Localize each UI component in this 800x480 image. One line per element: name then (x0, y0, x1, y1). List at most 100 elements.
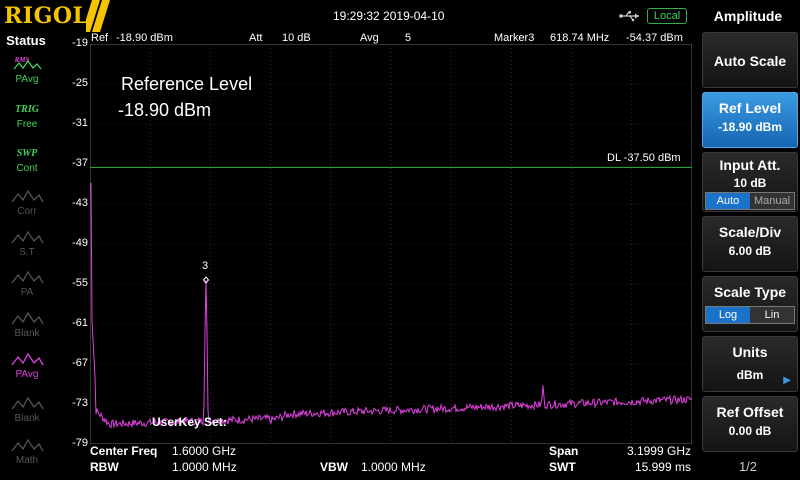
scale-type-button[interactable]: Scale Type Log Lin (702, 276, 798, 332)
blank-icon (11, 311, 44, 325)
status-item-blank: Blank (6, 309, 48, 349)
pavg-trace-icon (11, 352, 44, 366)
scale-div-button[interactable]: Scale/Div 6.00 dB (702, 216, 798, 272)
units-label: Units (732, 344, 768, 360)
input-att-button[interactable]: Input Att. 10 dB Auto Manual (702, 152, 798, 212)
menu-page-indicator[interactable]: 1/2 (738, 459, 758, 474)
auto-scale-button[interactable]: Auto Scale (702, 32, 798, 88)
vbw-value[interactable]: 1.0000 MHz (361, 460, 426, 474)
rbw-label: RBW (90, 460, 119, 474)
marker-label: Marker3 (494, 32, 535, 44)
dl-label-text: DL (607, 152, 621, 164)
y-axis-label: -49 (72, 237, 88, 249)
y-axis-label: -37 (72, 157, 88, 169)
status-item-label: S.T (19, 247, 35, 258)
dl-value-text: -37.50 dBm (623, 152, 681, 164)
status-item-label: Free (16, 119, 38, 130)
graticule-lines (90, 44, 692, 444)
spectrum-display[interactable] (90, 44, 692, 444)
status-item-st: S.T (6, 228, 48, 268)
trig-icon: TRIG (15, 104, 40, 115)
avg-label: Avg (360, 32, 379, 44)
marker-3[interactable] (202, 276, 210, 284)
rigol-logo: RIGOL (4, 3, 89, 29)
status-item-pavg: PAvg (6, 350, 48, 390)
spectrum-trace (90, 182, 692, 429)
ref-offset-button[interactable]: Ref Offset 0.00 dB (702, 396, 798, 452)
att-label: Att (249, 32, 263, 44)
status-item-label: Blank (14, 413, 40, 424)
status-item-pa: PA (6, 268, 48, 308)
scale-div-value: 6.00 dB (728, 244, 772, 258)
status-item-label: Blank (14, 328, 40, 339)
blank-icon (11, 396, 44, 410)
status-item-pavg: RMS PAvg (6, 55, 48, 95)
marker-level: -54.37 dBm (626, 32, 683, 44)
pa-icon (11, 270, 44, 284)
y-axis-label: -67 (72, 357, 88, 369)
st-icon (11, 230, 44, 244)
status-item-corr: Corr (6, 187, 48, 227)
local-badge: Local (647, 8, 687, 24)
swt-label: SWT (549, 460, 576, 474)
status-title: Status (6, 33, 46, 48)
status-item-label: PAvg (15, 369, 39, 380)
vbw-label: VBW (320, 460, 348, 474)
svg-text:TRIG: TRIG (15, 104, 40, 115)
ref-label: Ref (91, 32, 109, 44)
span-value[interactable]: 3.1999 GHz (626, 444, 691, 458)
scale-div-label: Scale/Div (718, 224, 782, 240)
input-att-toggle[interactable]: Auto Manual (705, 192, 795, 210)
att-value: 10 dB (282, 32, 311, 44)
y-axis-label: -61 (72, 317, 88, 329)
units-value: dBm (736, 368, 764, 382)
datetime: 19:29:32 2019-04-10 (333, 9, 445, 23)
status-item-label: Math (15, 455, 39, 466)
footer: Center Freq 1.6000 GHz RBW 1.0000 MHz VB… (90, 444, 692, 480)
ref-value: -18.90 dBm (116, 32, 173, 44)
status-panel (0, 32, 52, 480)
scale-type-log[interactable]: Log (706, 307, 750, 323)
scale-type-lin[interactable]: Lin (750, 307, 794, 323)
measurement-header: Ref -18.90 dBm Att 10 dB Avg 5 Marker3 6… (90, 32, 692, 45)
status-item-label: Cont (16, 163, 38, 174)
scale-type-toggle[interactable]: Log Lin (705, 306, 795, 324)
status-item-label: PA (20, 287, 34, 298)
y-axis-label: -79 (72, 437, 88, 449)
units-button[interactable]: Units dBm ▶ (702, 336, 798, 392)
scale-type-label: Scale Type (713, 284, 787, 300)
y-axis-label: -25 (72, 77, 88, 89)
input-att-auto[interactable]: Auto (706, 193, 750, 209)
y-axis-label: -19 (72, 37, 88, 49)
swp-icon: SWP (17, 148, 38, 159)
menu-title: Amplitude (713, 8, 783, 24)
status-item-blank: Blank (6, 394, 48, 434)
input-att-manual[interactable]: Manual (750, 193, 794, 209)
avg-value: 5 (405, 32, 412, 44)
span-label: Span (549, 444, 579, 458)
status-item-label: PAvg (15, 74, 39, 85)
input-att-value: 10 dB (733, 176, 767, 190)
math-icon (11, 438, 44, 452)
status-item-cont: SWP Cont (6, 144, 48, 184)
status-item-label: Corr (17, 206, 37, 217)
y-axis-label: -55 (72, 277, 88, 289)
center-freq-label: Center Freq (90, 444, 158, 458)
center-freq-value[interactable]: 1.6000 GHz (172, 444, 237, 458)
status-item-free: TRIG Free (6, 100, 48, 140)
status-item-math: Math (6, 436, 48, 476)
ref-offset-label: Ref Offset (716, 404, 784, 420)
ref-level-button[interactable]: Ref Level -18.90 dBm (702, 92, 798, 148)
svg-text:SWP: SWP (17, 148, 38, 159)
auto-scale-label: Auto Scale (713, 53, 787, 69)
ref-level-label: Ref Level (718, 100, 782, 116)
top-bar (0, 0, 700, 32)
corr-icon (11, 189, 44, 203)
logo-stripe-icon (86, 0, 110, 32)
marker-number: 3 (202, 260, 209, 272)
svg-text:RMS: RMS (14, 56, 30, 64)
y-axis-label: -31 (72, 117, 88, 129)
rbw-value[interactable]: 1.0000 MHz (172, 460, 237, 474)
swt-value[interactable]: 15.999 ms (634, 460, 691, 474)
ref-level-value: -18.90 dBm (717, 120, 783, 134)
